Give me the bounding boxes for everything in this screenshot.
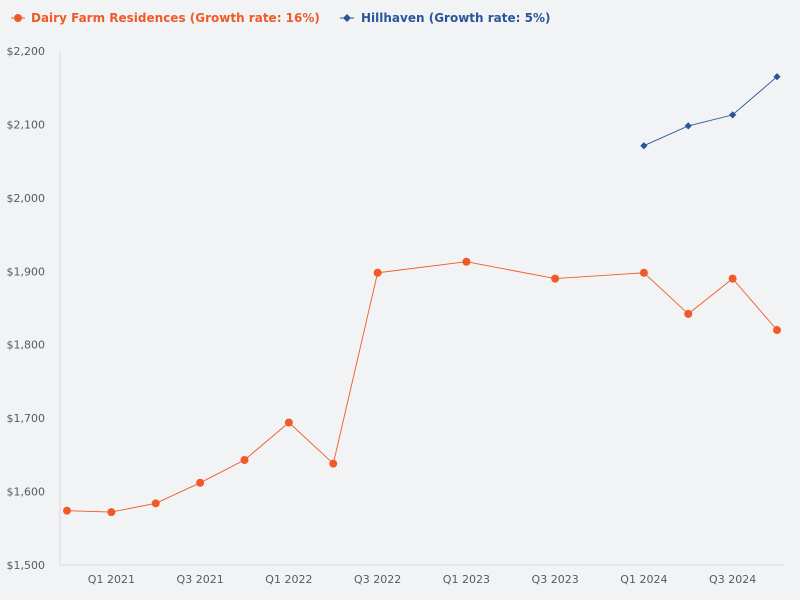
series-line (643, 76, 778, 147)
x-tick-label: Q3 2022 (354, 573, 401, 586)
data-point[interactable] (462, 257, 471, 266)
data-point[interactable] (373, 268, 382, 277)
y-tick-label: $2,000 (7, 192, 46, 205)
legend-item-dairy-farm[interactable]: Dairy Farm Residences (Growth rate: 16%) (11, 11, 320, 25)
legend-label-hillhaven: Hillhaven (Growth rate: 5%) (361, 11, 550, 25)
x-tick-label: Q3 2021 (177, 573, 224, 586)
data-point[interactable] (729, 111, 737, 119)
y-tick-label: $2,200 (7, 45, 46, 58)
axes (59, 51, 784, 566)
x-tick-label: Q1 2021 (88, 573, 135, 586)
data-point[interactable] (773, 326, 781, 335)
legend-marker-dairy-farm (14, 14, 22, 22)
y-tick-label: $1,600 (7, 486, 46, 499)
x-tick-label: Q1 2024 (620, 573, 667, 586)
data-point[interactable] (196, 478, 205, 487)
data-point[interactable] (640, 142, 648, 150)
data-point[interactable] (329, 459, 338, 468)
y-axis-ticks: $1,500 $1,600 $1,700 $1,800 $1,900 $2,000 $2,1… (7, 45, 46, 572)
x-tick-label: Q1 2023 (443, 573, 490, 586)
legend-item-hillhaven[interactable]: Hillhaven (Growth rate: 5%) (340, 11, 550, 25)
data-point[interactable] (107, 508, 116, 517)
y-tick-label: $1,900 (7, 265, 46, 278)
data-point[interactable] (684, 122, 692, 130)
legend-label-dairy-farm: Dairy Farm Residences (Growth rate: 16%) (31, 11, 320, 25)
x-tick-label: Q3 2023 (532, 573, 579, 586)
data-point[interactable] (151, 499, 160, 508)
series-0 (63, 257, 781, 517)
data-point[interactable] (63, 506, 71, 515)
x-axis-ticks: Q1 2021 Q3 2021 Q1 2022 Q3 2022 Q1 2023 Q3 20… (88, 573, 756, 586)
data-point[interactable] (684, 309, 693, 318)
data-point[interactable] (551, 274, 560, 283)
y-tick-label: $2,100 (7, 118, 46, 131)
series-line (66, 261, 778, 513)
data-point[interactable] (728, 274, 737, 283)
y-tick-label: $1,800 (7, 339, 46, 352)
data-point[interactable] (284, 418, 293, 427)
y-tick-label: $1,500 (7, 559, 46, 572)
plot-series (63, 73, 781, 517)
series-1 (640, 73, 781, 150)
x-tick-label: Q3 2024 (709, 573, 756, 586)
x-tick-label: Q1 2022 (265, 573, 312, 586)
data-point[interactable] (773, 73, 781, 81)
data-point[interactable] (240, 455, 249, 464)
data-point[interactable] (639, 268, 648, 277)
legend: Dairy Farm Residences (Growth rate: 16%)… (11, 11, 550, 25)
legend-marker-hillhaven (343, 14, 351, 22)
y-tick-label: $1,700 (7, 412, 46, 425)
